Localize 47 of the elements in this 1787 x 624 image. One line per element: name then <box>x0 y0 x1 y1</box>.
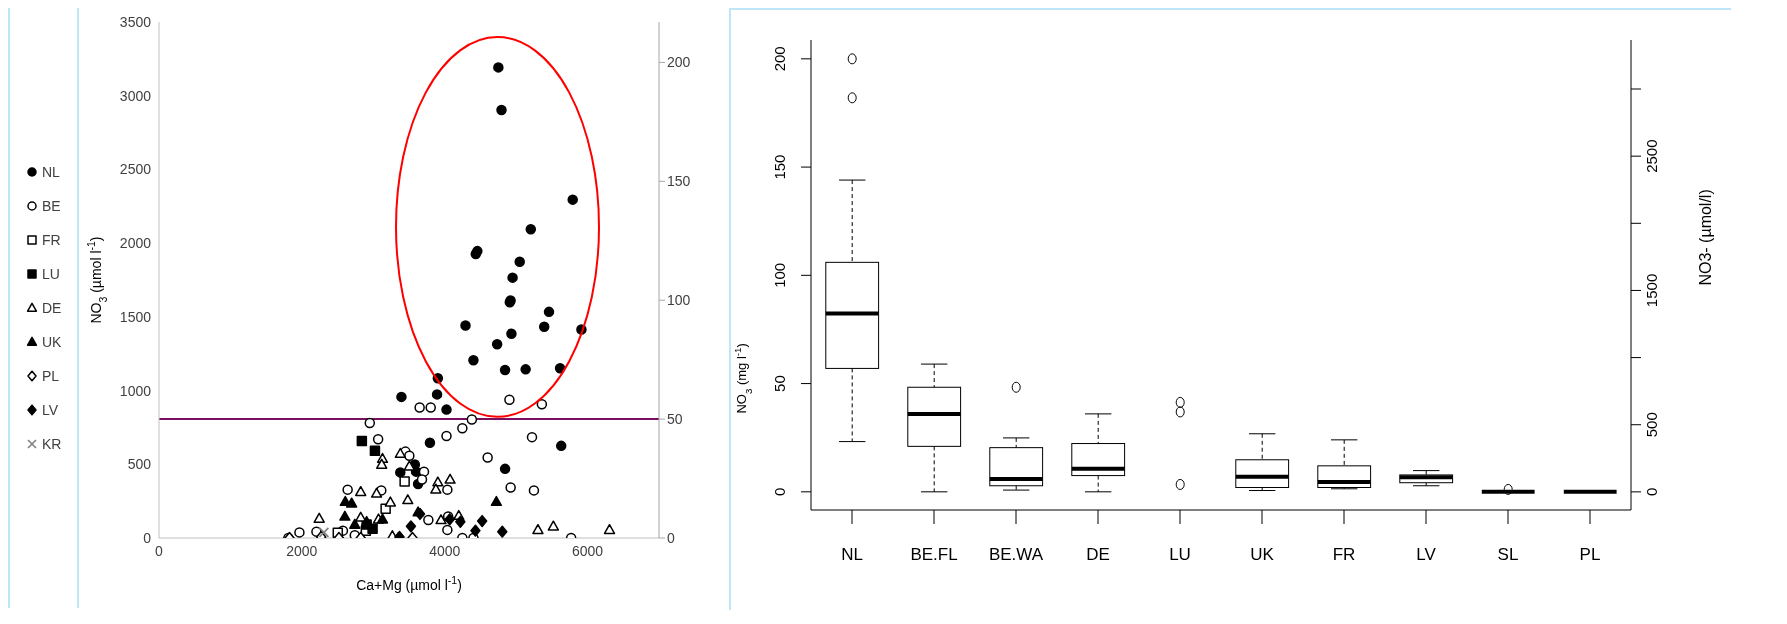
x-tick-label: PL <box>1580 545 1601 565</box>
y-tick-label: 2000 <box>120 235 152 252</box>
x-axis-title: Ca+Mg (µmol l$^{-1}$) <box>356 574 463 593</box>
y2-tick-label: 50 <box>667 411 684 428</box>
x-tick-label: BE.FL <box>910 545 959 565</box>
y-tick-label: 3500 <box>120 13 152 30</box>
y-tick-label: 100 <box>771 262 789 288</box>
x-tick-label: LV <box>1416 545 1437 565</box>
y2-tick-label: 200 <box>667 54 692 71</box>
x-tick-label: BE.WA <box>989 545 1045 565</box>
y2-axis-title: NO3- (µmol/l) <box>1697 189 1715 286</box>
y-tick-label: 0 <box>143 529 152 546</box>
y2-tick-label: 150 <box>667 173 692 190</box>
x-tick-label: FR <box>1333 545 1356 565</box>
legend-label: LU <box>42 266 60 282</box>
y2-tick-label: 100 <box>667 292 692 309</box>
x-tick-label: LU <box>1169 545 1192 565</box>
y-tick-label: 50 <box>771 375 789 392</box>
y-tick-label: 3000 <box>120 87 152 104</box>
y-tick-label: 200 <box>771 46 789 72</box>
y-tick-label: 2500 <box>120 161 152 178</box>
y-tick-label: 1000 <box>120 382 152 399</box>
x-tick-label: NL <box>841 545 864 565</box>
y-tick-label: 1500 <box>120 308 152 325</box>
y2-tick-label: 0 <box>1643 487 1661 497</box>
y2-tick-label: 0 <box>667 529 676 546</box>
legend-label: NL <box>42 164 60 180</box>
x-tick-label: 0 <box>155 542 164 559</box>
y-tick-label: 0 <box>771 487 789 496</box>
x-tick-label: DE <box>1086 545 1111 565</box>
y2-tick-label: 500 <box>1643 412 1661 438</box>
x-tick-label: 4000 <box>429 542 461 559</box>
legend-label: FR <box>42 232 61 248</box>
legend-label: LV <box>42 402 59 418</box>
legend-label: BE <box>42 198 61 214</box>
legend-label: KR <box>42 436 62 452</box>
legend-label: PL <box>42 368 60 384</box>
legend-label: DE <box>42 300 62 316</box>
x-tick-label: UK <box>1250 545 1275 565</box>
x-tick-label: 6000 <box>572 542 604 559</box>
legend-label: UK <box>42 334 62 350</box>
x-tick-label: SL <box>1498 545 1519 565</box>
x-tick-label: 2000 <box>286 542 319 559</box>
y2-tick-label: 1500 <box>1643 273 1661 308</box>
y-tick-label: 150 <box>771 154 789 180</box>
y2-tick-label: 2500 <box>1643 139 1661 173</box>
y-tick-label: 500 <box>128 456 152 473</box>
